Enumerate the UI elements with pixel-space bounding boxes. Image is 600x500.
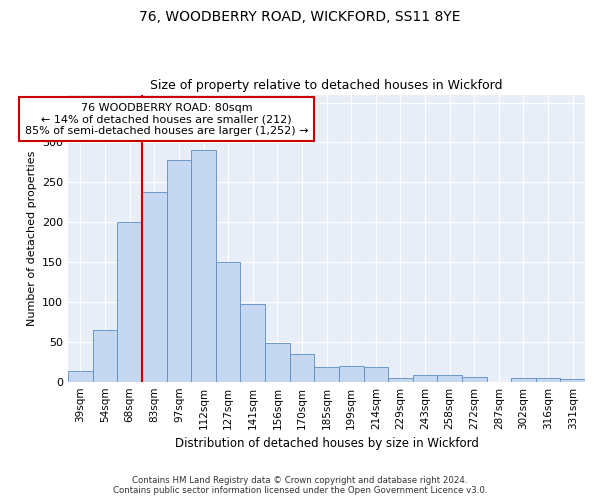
Bar (560, 380, 585, 382)
Text: 76, WOODBERRY ROAD, WICKFORD, SS11 8YE: 76, WOODBERRY ROAD, WICKFORD, SS11 8YE (139, 10, 461, 24)
Y-axis label: Number of detached properties: Number of detached properties (26, 150, 37, 326)
Bar (118, 222, 142, 382)
Bar (167, 160, 191, 382)
Text: Contains HM Land Registry data © Crown copyright and database right 2024.
Contai: Contains HM Land Registry data © Crown c… (113, 476, 487, 495)
Bar (536, 378, 560, 382)
Bar (68, 372, 93, 382)
Bar (462, 377, 487, 382)
Bar (191, 150, 216, 382)
Bar (364, 366, 388, 382)
Bar (265, 342, 290, 382)
Bar (511, 378, 536, 382)
Bar (388, 378, 413, 382)
Bar (142, 192, 167, 382)
Bar (241, 304, 265, 382)
Bar (437, 376, 462, 382)
Bar (339, 366, 364, 382)
Bar (93, 330, 118, 382)
X-axis label: Distribution of detached houses by size in Wickford: Distribution of detached houses by size … (175, 437, 479, 450)
Bar (413, 376, 437, 382)
Bar (216, 262, 241, 382)
Title: Size of property relative to detached houses in Wickford: Size of property relative to detached ho… (151, 79, 503, 92)
Bar (314, 368, 339, 382)
Bar (290, 354, 314, 382)
Text: 76 WOODBERRY ROAD: 80sqm
← 14% of detached houses are smaller (212)
85% of semi-: 76 WOODBERRY ROAD: 80sqm ← 14% of detach… (25, 102, 308, 136)
